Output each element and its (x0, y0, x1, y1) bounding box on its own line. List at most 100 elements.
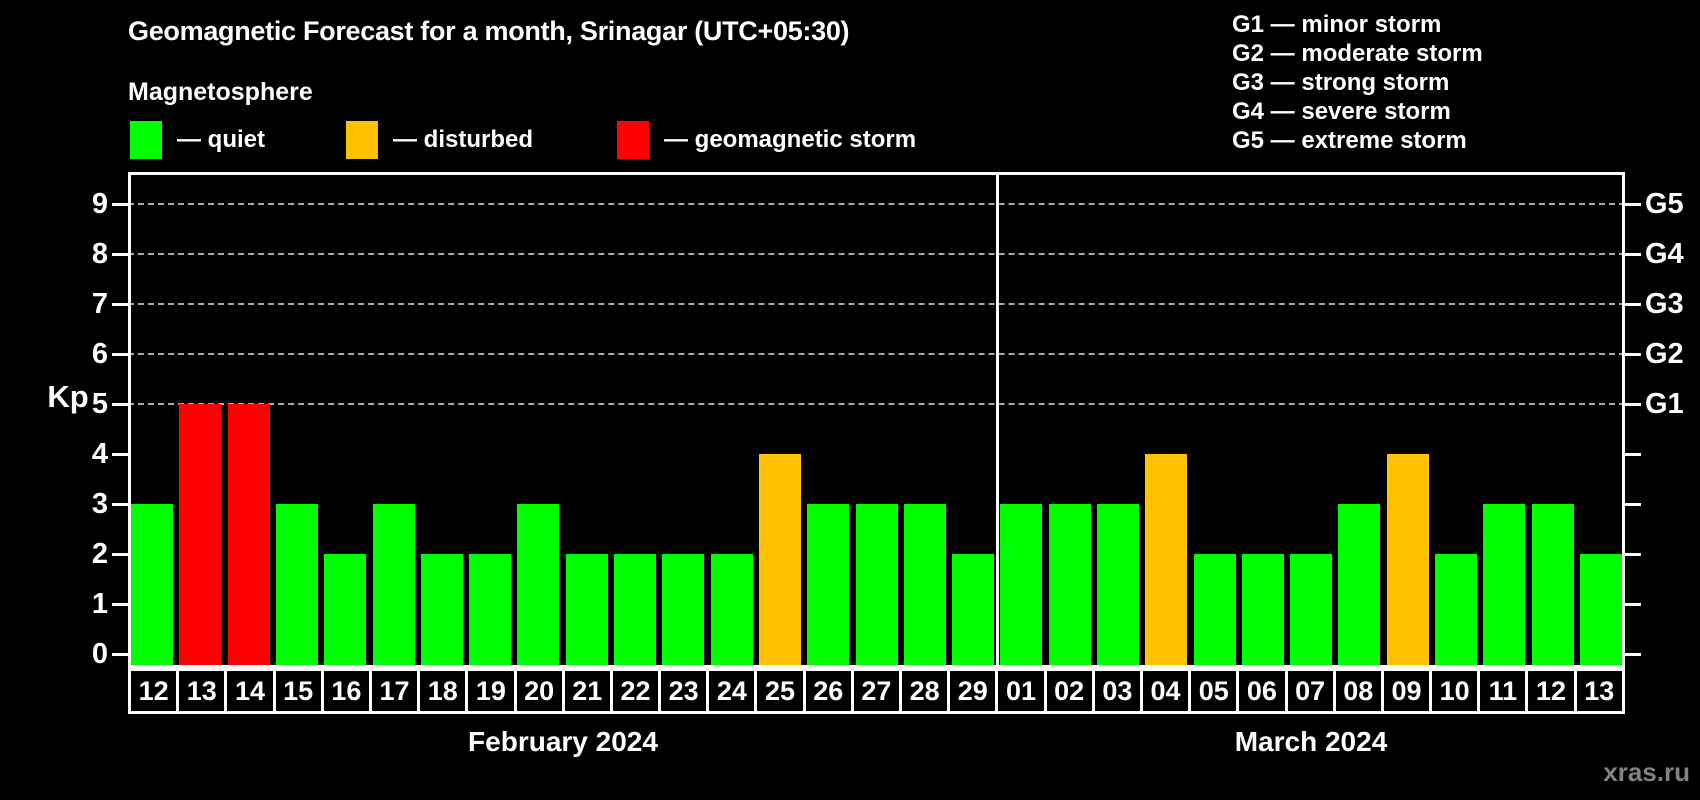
g-legend-line-g5: G5 — extreme storm (1232, 127, 1467, 154)
y-axis-label: 4 (91, 438, 108, 470)
g-axis-tick (1625, 253, 1641, 256)
day-label: 25 (757, 671, 803, 711)
kp-bar-day-25 (759, 454, 801, 668)
kp-bar-day-27 (856, 504, 898, 668)
legend-title: Magnetosphere (128, 78, 313, 106)
kp-bar-day-05 (1194, 554, 1236, 668)
g-axis-label-g1: G1 (1645, 388, 1684, 420)
kp-bar-day-10 (1435, 554, 1477, 668)
kp-bar-day-24 (711, 554, 753, 668)
day-label: 09 (1383, 671, 1430, 711)
kp-bar-day-15 (276, 504, 318, 668)
gridline-kp6 (128, 353, 1625, 355)
day-label: 27 (853, 671, 899, 711)
day-label: 20 (516, 671, 562, 711)
day-label: 19 (468, 671, 514, 711)
g-axis-tick (1625, 503, 1641, 506)
g-axis-tick (1625, 353, 1641, 356)
g-axis-tick (1625, 603, 1641, 606)
g-axis-label-g2: G2 (1645, 338, 1684, 370)
day-label: 05 (1191, 671, 1237, 711)
storm-color-swatch (617, 121, 649, 159)
kp-bar-day-19 (469, 554, 511, 668)
day-label: 02 (1046, 671, 1092, 711)
kp-bar-day-12 (131, 504, 173, 668)
day-label: 14 (227, 671, 273, 711)
g-axis-tick (1625, 453, 1641, 456)
y-axis-tick (112, 653, 128, 656)
g-axis-tick (1625, 553, 1641, 556)
kp-bar-day-28 (904, 504, 946, 668)
g-legend-line-g3: G3 — strong storm (1232, 69, 1450, 96)
gridline-kp8 (128, 253, 1625, 255)
day-label: 01 (998, 671, 1044, 711)
watermark: xras.ru (1603, 757, 1690, 787)
g-axis-tick (1625, 303, 1641, 306)
day-label: 18 (420, 671, 466, 711)
kp-bar-day-18 (421, 554, 463, 668)
kp-bar-day-03 (1097, 504, 1139, 668)
disturbed-color-swatch (346, 121, 378, 159)
y-axis-title: Kp (47, 379, 89, 414)
g-scale-legend: G1 — minor storm G2 — moderate storm G3 … (1232, 10, 1483, 155)
day-label: 21 (564, 671, 610, 711)
legend-item-storm: — geomagnetic storm (617, 120, 916, 160)
day-label: 15 (275, 671, 321, 711)
kp-bar-day-13 (1580, 554, 1622, 668)
legend-label-storm: — geomagnetic storm (664, 126, 917, 153)
plot-area: 0 1 2 3 4 5 6 7 8 9 G1 G2 G3 G4 G5 (92, 172, 1684, 670)
y-axis-tick (112, 503, 128, 506)
gridline-kp9 (128, 203, 1625, 205)
y-axis-label: 3 (91, 488, 108, 520)
y-axis-tick (112, 253, 128, 256)
g-axis-tick (1625, 403, 1641, 406)
month-divider (996, 172, 999, 668)
kp-bar-day-07 (1290, 554, 1332, 668)
y-axis-tick (112, 553, 128, 556)
day-label: 12 (1528, 671, 1574, 711)
kp-bar-day-20 (517, 504, 559, 668)
day-label: 28 (902, 671, 948, 711)
kp-bar-day-12 (1532, 504, 1574, 668)
g-legend-line-g4: G4 — severe storm (1232, 98, 1451, 125)
day-label: 22 (612, 671, 659, 711)
y-axis-tick (112, 603, 128, 606)
chart-title: Geomagnetic Forecast for a month, Srinag… (128, 16, 850, 46)
g-axis-label-g3: G3 (1645, 288, 1684, 320)
kp-bar-day-26 (807, 504, 849, 668)
y-axis-tick (112, 403, 128, 406)
quiet-color-swatch (130, 121, 162, 159)
day-label: 24 (709, 671, 755, 711)
legend-item-disturbed: — disturbed (346, 120, 533, 160)
y-axis-label: 6 (91, 338, 108, 370)
day-label: 29 (950, 671, 996, 711)
y-axis-label: 2 (91, 538, 108, 570)
g-axis-tick (1625, 653, 1641, 656)
kp-bar-day-09 (1387, 454, 1429, 668)
kp-bar-day-29 (952, 554, 994, 668)
day-label: 12 (131, 671, 177, 711)
y-axis-tick (112, 203, 128, 206)
kp-bar-day-11 (1483, 504, 1525, 668)
kp-bar-day-23 (662, 554, 704, 668)
day-label: 26 (805, 671, 851, 711)
g-axis-tick (1625, 203, 1641, 206)
day-label: 07 (1287, 671, 1333, 711)
legend-item-quiet: — quiet (130, 120, 265, 160)
g-axis-label-g4: G4 (1645, 238, 1684, 270)
kp-bar-day-14 (228, 404, 270, 668)
legend-label-disturbed: — disturbed (393, 126, 534, 153)
y-axis-tick (112, 453, 128, 456)
day-label: 17 (371, 671, 418, 711)
g-legend-line-g2: G2 — moderate storm (1232, 40, 1483, 67)
kp-bar-day-04 (1145, 454, 1187, 668)
day-label: 06 (1239, 671, 1285, 711)
day-label: 11 (1480, 671, 1526, 711)
y-axis-label: 7 (91, 288, 108, 320)
kp-bar-day-16 (324, 554, 366, 668)
kp-bar-day-21 (566, 554, 608, 668)
day-axis: 12 13 14 15 16 17 18 19 20 21 22 23 24 25 26 27 28 29 01 02… (128, 668, 1625, 714)
y-axis-tick (112, 353, 128, 356)
day-label: 08 (1335, 671, 1381, 711)
